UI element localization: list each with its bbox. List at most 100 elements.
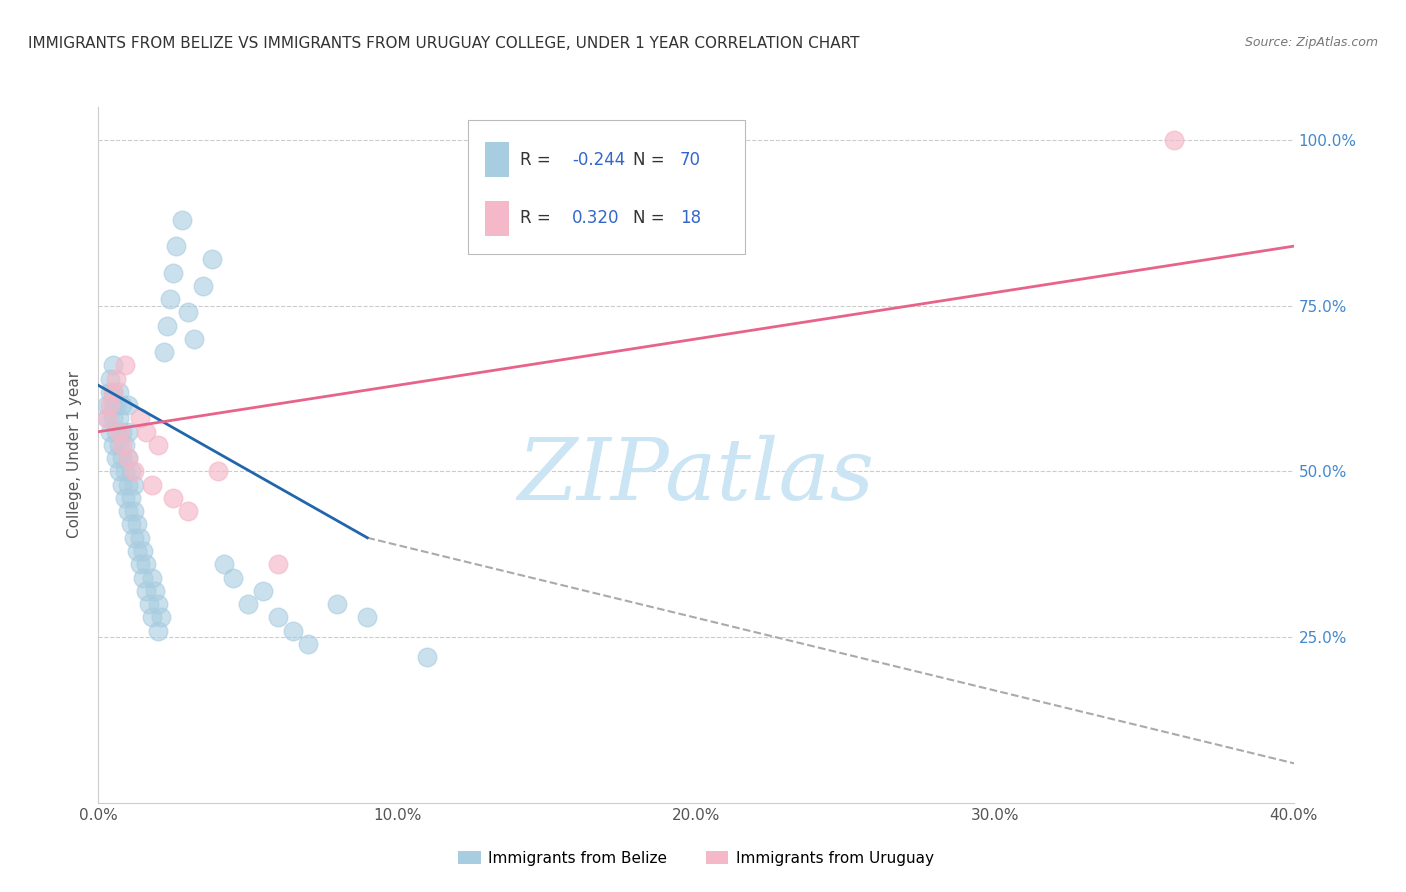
Point [1163,133,1185,147]
Text: R =: R = [520,151,555,169]
Point [117,398,139,412]
Point [117,504,139,518]
Point [416,650,439,665]
Point [212,558,235,572]
Text: N =: N = [633,151,669,169]
Point [183,332,205,346]
Point [129,531,152,545]
Point [96,411,118,425]
Point [236,597,259,611]
Y-axis label: College, Under 1 year: College, Under 1 year [67,371,83,539]
Point [124,477,146,491]
Point [132,570,155,584]
Point [177,504,200,518]
Point [96,411,118,425]
Text: N =: N = [633,210,669,227]
Point [114,359,136,373]
Point [98,384,122,399]
Point [111,425,134,439]
Point [252,583,274,598]
Point [108,465,131,479]
Point [105,425,128,439]
Point [162,491,184,505]
Point [114,438,136,452]
Point [111,398,134,412]
Point [111,451,134,466]
Point [141,570,163,584]
Point [148,624,170,638]
Point [143,583,166,598]
Point [108,411,131,425]
Point [108,438,131,452]
Point [103,384,125,399]
Point [281,624,304,638]
Point [135,558,157,572]
Point [117,451,139,466]
Point [177,305,200,319]
Text: IMMIGRANTS FROM BELIZE VS IMMIGRANTS FROM URUGUAY COLLEGE, UNDER 1 YEAR CORRELAT: IMMIGRANTS FROM BELIZE VS IMMIGRANTS FRO… [28,36,859,51]
Text: 0.320: 0.320 [572,210,620,227]
Point [103,411,125,425]
Point [127,544,149,558]
Point [124,531,146,545]
Point [148,597,170,611]
Legend: Immigrants from Belize, Immigrants from Uruguay: Immigrants from Belize, Immigrants from … [451,845,941,871]
Point [105,372,128,386]
Point [129,558,152,572]
Point [98,425,122,439]
Point [114,465,136,479]
Point [117,477,139,491]
Point [108,384,131,399]
Point [156,318,179,333]
Point [96,398,118,412]
Point [124,465,146,479]
Point [120,517,142,532]
Point [103,398,125,412]
Point [111,438,134,452]
Point [297,637,319,651]
Point [127,517,149,532]
Text: R =: R = [520,210,555,227]
Point [267,558,290,572]
Point [159,292,181,306]
Point [120,491,142,505]
Point [141,610,163,624]
Point [103,384,125,399]
Point [98,372,122,386]
Point [191,279,214,293]
Point [222,570,245,584]
Point [356,610,378,624]
Point [172,212,194,227]
Point [103,438,125,452]
Point [132,544,155,558]
Point [326,597,349,611]
Point [150,610,173,624]
Point [108,425,131,439]
Point [138,597,160,611]
Point [135,425,157,439]
Text: 18: 18 [681,210,702,227]
Point [105,398,128,412]
Point [120,465,142,479]
Point [117,425,139,439]
Point [98,398,122,412]
Point [114,491,136,505]
Text: -0.244: -0.244 [572,151,626,169]
Point [117,451,139,466]
Point [111,477,134,491]
Point [105,451,128,466]
Text: 70: 70 [681,151,702,169]
Point [207,465,229,479]
Point [162,266,184,280]
Text: ZIPatlas: ZIPatlas [517,434,875,517]
Point [153,345,176,359]
Point [129,411,152,425]
Point [141,477,163,491]
Point [201,252,224,267]
Text: Source: ZipAtlas.com: Source: ZipAtlas.com [1244,36,1378,49]
Point [148,438,170,452]
Point [267,610,290,624]
Point [103,359,125,373]
Point [135,583,157,598]
Point [165,239,187,253]
